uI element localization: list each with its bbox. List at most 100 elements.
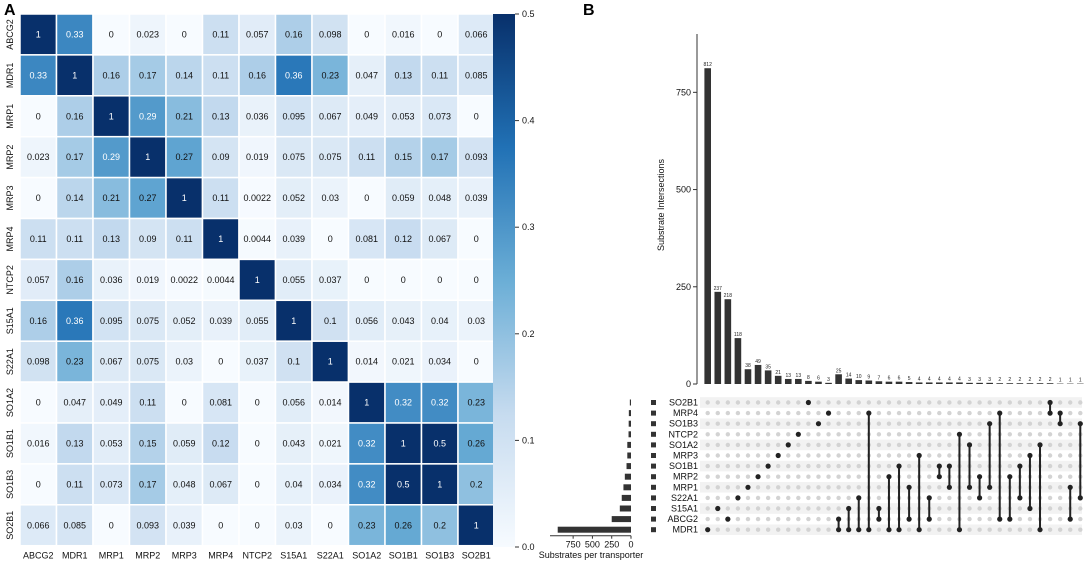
matrix-empty-dot bbox=[1047, 432, 1053, 437]
matrix-filled-dot bbox=[946, 463, 952, 469]
matrix-empty-dot bbox=[816, 516, 821, 522]
heatmap-cell-value: 0.093 bbox=[465, 152, 488, 162]
heatmap-cell bbox=[311, 176, 350, 220]
matrix-empty-dot bbox=[705, 442, 710, 448]
matrix-empty-dot bbox=[947, 506, 952, 511]
matrix-empty-dot bbox=[806, 474, 811, 479]
matrix-empty-dot bbox=[816, 506, 821, 511]
heatmap-cell bbox=[457, 258, 496, 302]
heatmap-cell-value: 0.36 bbox=[285, 70, 303, 80]
matrix-empty-dot bbox=[755, 400, 761, 405]
matrix-empty-dot bbox=[735, 410, 741, 416]
intersection-bar bbox=[885, 381, 893, 384]
set-size-bar bbox=[628, 431, 631, 438]
matrix-empty-dot bbox=[1057, 453, 1063, 458]
heatmap-column-label: MRP2 bbox=[135, 551, 160, 561]
matrix-filled-dot bbox=[1017, 463, 1023, 469]
matrix-empty-dot bbox=[846, 410, 851, 416]
intersection-bar-label: 118 bbox=[734, 332, 742, 338]
matrix-empty-dot bbox=[765, 506, 771, 511]
matrix-empty-dot bbox=[836, 474, 841, 479]
matrix-empty-dot bbox=[775, 485, 781, 490]
matrix-filled-dot bbox=[866, 410, 872, 416]
heatmap-cell-value: 0.27 bbox=[139, 193, 157, 203]
matrix-empty-dot bbox=[937, 410, 942, 416]
intersection-bar-label: 13 bbox=[785, 373, 791, 379]
matrix-empty-dot bbox=[775, 442, 781, 448]
matrix-empty-dot bbox=[755, 495, 761, 501]
set-label: S15A1 bbox=[671, 504, 698, 514]
matrix-empty-dot bbox=[886, 410, 892, 416]
heatmap-cell-value: 0 bbox=[328, 520, 333, 530]
matrix-empty-dot bbox=[957, 400, 962, 405]
matrix-empty-dot bbox=[745, 463, 751, 469]
matrix-empty-dot bbox=[856, 442, 861, 448]
heatmap-cell-value: 0 bbox=[36, 111, 41, 121]
heatmap-cell-value: 0.067 bbox=[319, 111, 342, 121]
heatmap-cell bbox=[128, 381, 167, 424]
matrix-filled-dot bbox=[997, 410, 1003, 416]
heatmap-cell-value: 1 bbox=[255, 275, 260, 285]
matrix-empty-dot bbox=[1027, 421, 1033, 426]
matrix-empty-dot bbox=[735, 474, 741, 479]
intersection-bar bbox=[1026, 383, 1034, 384]
heatmap-cell-value: 0 bbox=[401, 275, 406, 285]
matrix-empty-dot bbox=[886, 442, 892, 448]
matrix-empty-dot bbox=[927, 442, 932, 448]
heatmap-cell bbox=[311, 381, 350, 424]
matrix-empty-dot bbox=[967, 410, 972, 416]
matrix-empty-dot bbox=[725, 485, 731, 490]
matrix-empty-dot bbox=[715, 527, 720, 532]
matrix-empty-dot bbox=[786, 410, 791, 416]
matrix-empty-dot bbox=[1017, 442, 1023, 448]
matrix-empty-dot bbox=[755, 421, 761, 426]
heatmap-cell bbox=[347, 381, 386, 424]
matrix-empty-dot bbox=[886, 400, 892, 405]
heatmap-cell-value: 0.04 bbox=[285, 479, 303, 489]
intersection-bar-label: 237 bbox=[714, 286, 723, 292]
matrix-empty-dot bbox=[1047, 527, 1053, 532]
intersection-bar-label: 3 bbox=[827, 377, 830, 383]
matrix-filled-dot bbox=[1067, 516, 1073, 522]
matrix-empty-dot bbox=[806, 527, 811, 532]
heatmap-cell bbox=[238, 54, 277, 97]
matrix-filled-dot bbox=[1047, 410, 1053, 416]
heatmap-cell bbox=[128, 299, 167, 342]
matrix-empty-dot bbox=[1057, 400, 1063, 405]
matrix-empty-dot bbox=[806, 516, 811, 522]
matrix-empty-dot bbox=[745, 410, 751, 416]
matrix-empty-dot bbox=[977, 516, 982, 522]
intersection-bar bbox=[704, 68, 711, 384]
matrix-empty-dot bbox=[846, 495, 851, 501]
heatmap-cell-value: 0.15 bbox=[139, 438, 157, 448]
set-size-bar bbox=[621, 494, 631, 501]
matrix-empty-dot bbox=[826, 421, 831, 426]
matrix-empty-dot bbox=[1047, 453, 1053, 458]
matrix-empty-dot bbox=[745, 474, 751, 479]
heatmap-cell bbox=[311, 422, 350, 465]
panel-letter-b: B bbox=[583, 2, 595, 19]
set-size-bars bbox=[557, 399, 631, 533]
matrix-filled-dot bbox=[886, 527, 892, 533]
matrix-empty-dot bbox=[927, 421, 932, 426]
heatmap-row-label: MRP3 bbox=[5, 186, 15, 211]
matrix-empty-dot bbox=[1068, 463, 1073, 469]
matrix-empty-dot bbox=[765, 400, 771, 405]
matrix-empty-dot bbox=[1007, 442, 1012, 448]
matrix-empty-dot bbox=[775, 432, 781, 437]
matrix-empty-dot bbox=[715, 474, 720, 479]
heatmap-cell-value: 0.29 bbox=[139, 111, 157, 121]
matrix-empty-dot bbox=[967, 516, 972, 522]
matrix-empty-dot bbox=[1068, 527, 1073, 532]
matrix-empty-dot bbox=[947, 495, 952, 501]
matrix-empty-dot bbox=[826, 485, 831, 490]
matrix-filled-dot bbox=[765, 463, 771, 469]
heatmap-cell-value: 0.066 bbox=[27, 520, 50, 530]
set-label-marker bbox=[651, 442, 656, 448]
colorbar-tick-label: 0.0 bbox=[522, 542, 535, 552]
heatmap-cell bbox=[384, 258, 423, 302]
matrix-empty-dot bbox=[1047, 485, 1053, 490]
heatmap-cell-value: 0 bbox=[36, 479, 41, 489]
heatmap-cell-value: 0.16 bbox=[29, 316, 47, 326]
heatmap-cell-value: 0.057 bbox=[246, 29, 269, 39]
